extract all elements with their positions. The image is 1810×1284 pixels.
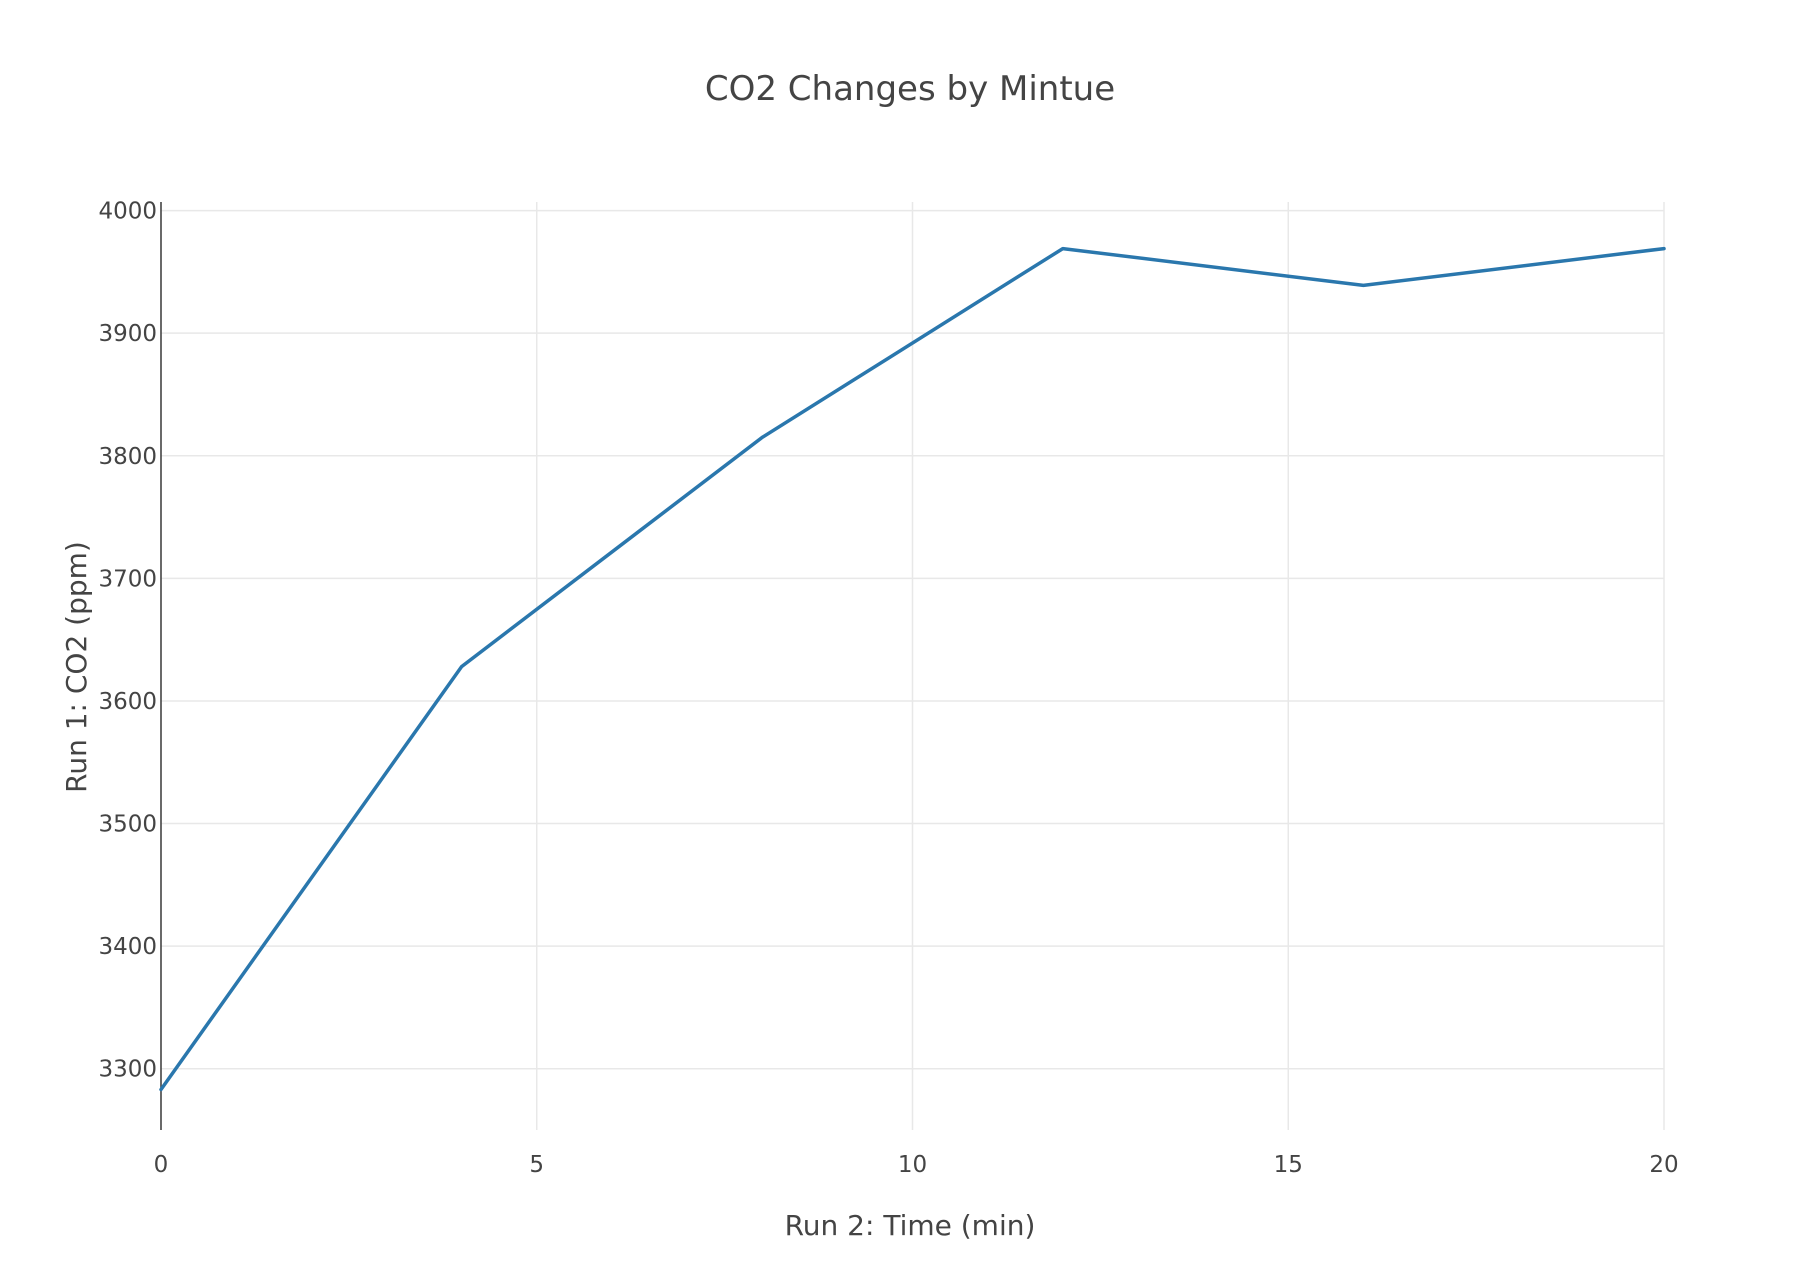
x-tick-label: 10 <box>898 1152 927 1178</box>
x-axis-title: Run 2: Time (min) <box>785 1209 1036 1242</box>
series <box>159 246 1666 1092</box>
y-tick-label: 3300 <box>98 1057 157 1083</box>
y-tick-label: 3700 <box>98 566 157 592</box>
x-tick-label: 15 <box>1274 1152 1303 1178</box>
y-tick-label: 3800 <box>98 444 157 470</box>
x-tick-label: 5 <box>529 1152 544 1178</box>
y-tick-label: 3500 <box>98 812 157 838</box>
y-axis-title: Run 1: CO2 (ppm) <box>60 541 93 793</box>
chart-title: CO2 Changes by Mintue <box>705 69 1115 109</box>
y-tick-label: 3900 <box>98 321 157 347</box>
x-tick-label: 0 <box>154 1152 169 1178</box>
y-tick-label: 4000 <box>98 199 157 225</box>
grid <box>161 202 1665 1130</box>
series-line <box>159 246 1666 1092</box>
tick-labels: 3300 3400 3500 3600 3700 3800 3900 4000 0 5 10 15 20 <box>98 199 1678 1178</box>
y-tick-label: 3400 <box>98 934 157 960</box>
y-tick-label: 3600 <box>98 689 157 715</box>
x-tick-label: 20 <box>1649 1152 1678 1178</box>
